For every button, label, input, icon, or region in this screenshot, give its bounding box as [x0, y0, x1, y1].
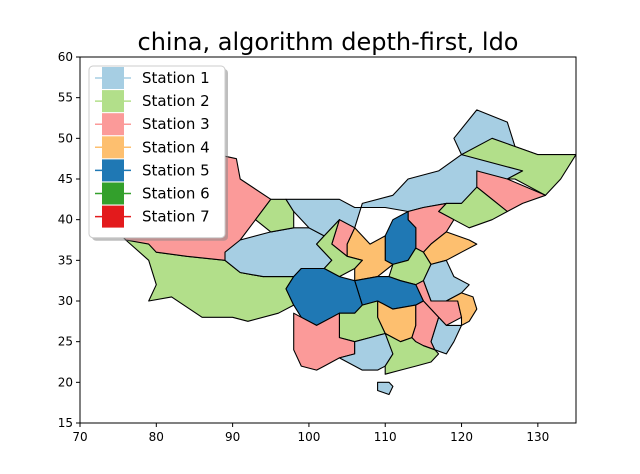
x-tick-label: 100 — [297, 430, 320, 444]
y-tick-label: 60 — [58, 50, 73, 64]
x-tick-label: 70 — [72, 430, 87, 444]
x-tick-label: 80 — [149, 430, 164, 444]
legend-swatch — [102, 136, 124, 159]
legend-swatch — [102, 182, 124, 205]
y-tick-label: 30 — [58, 294, 73, 308]
x-tick-label: 90 — [225, 430, 240, 444]
y-tick-label: 55 — [58, 91, 73, 105]
legend-swatch — [102, 67, 124, 89]
province-region — [316, 219, 363, 278]
plot-frame — [79, 56, 577, 424]
legend: Station 1 Station 2 Station 3 Station 4 Stat… — [88, 65, 228, 241]
province-region — [377, 381, 394, 396]
legend-label: Station 5 — [142, 161, 210, 179]
legend-swatch — [102, 90, 124, 113]
legend-swatch — [102, 113, 124, 136]
legend-label: Station 2 — [142, 92, 210, 110]
x-tick-label: 110 — [374, 430, 397, 444]
legend-swatch — [102, 159, 124, 182]
x-tick-label: 130 — [526, 430, 549, 444]
y-tick-label: 40 — [58, 213, 73, 227]
chart-title: china, algorithm depth-first, ldo — [138, 28, 519, 56]
y-axis: 15 20 25 30 35 40 45 50 55 60 — [58, 50, 80, 430]
x-tick-label: 120 — [450, 430, 473, 444]
x-axis: 70 80 90 100 110 120 130 — [72, 423, 549, 444]
legend-label: Station 4 — [142, 138, 210, 156]
y-tick-label: 25 — [58, 335, 73, 349]
province-region — [445, 292, 478, 326]
legend-label: Station 3 — [142, 115, 210, 133]
legend-label: Station 1 — [142, 69, 210, 87]
legend-label: Station 6 — [142, 185, 210, 203]
y-tick-label: 15 — [58, 416, 73, 430]
y-tick-label: 35 — [58, 253, 73, 267]
legend-swatch — [102, 205, 124, 228]
legend-label: Station 7 — [142, 208, 210, 226]
y-tick-label: 45 — [58, 172, 73, 186]
province-region — [460, 137, 577, 196]
y-tick-label: 50 — [58, 131, 73, 145]
province-region — [384, 332, 440, 375]
y-tick-label: 20 — [58, 375, 73, 389]
